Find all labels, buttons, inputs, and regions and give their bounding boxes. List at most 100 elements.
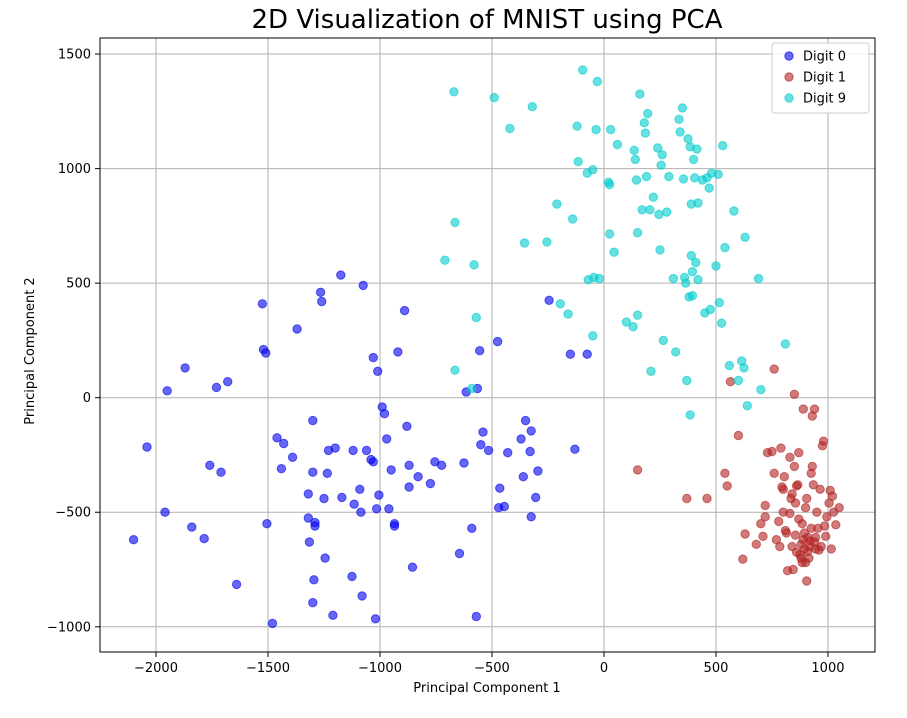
data-point bbox=[807, 461, 817, 472]
data-point bbox=[356, 507, 366, 517]
data-point bbox=[223, 377, 233, 387]
data-point bbox=[808, 480, 819, 490]
legend-entry-label: Digit 0 bbox=[803, 50, 846, 65]
data-point bbox=[319, 493, 329, 504]
data-point bbox=[336, 270, 346, 280]
data-point bbox=[686, 250, 696, 261]
x-tick-label: 1000 bbox=[811, 661, 844, 676]
data-point bbox=[604, 229, 615, 239]
data-point bbox=[272, 433, 282, 443]
y-tick-label: 0 bbox=[83, 391, 91, 406]
x-tick-label: −1000 bbox=[358, 661, 402, 676]
data-point bbox=[831, 520, 841, 530]
data-point bbox=[756, 385, 766, 395]
data-point bbox=[683, 134, 693, 144]
data-point bbox=[725, 377, 736, 387]
data-point bbox=[779, 472, 789, 482]
data-point bbox=[815, 484, 825, 494]
data-point bbox=[573, 157, 583, 167]
data-point bbox=[262, 519, 272, 529]
plot-area-frame bbox=[99, 37, 876, 653]
data-point bbox=[826, 544, 836, 554]
data-point bbox=[361, 445, 372, 456]
data-point bbox=[592, 76, 602, 87]
data-point bbox=[542, 237, 552, 247]
data-point bbox=[604, 179, 615, 190]
data-point bbox=[775, 541, 785, 552]
data-point bbox=[690, 173, 700, 183]
data-point bbox=[655, 245, 665, 255]
data-point bbox=[742, 401, 752, 411]
data-point bbox=[467, 383, 477, 394]
data-point bbox=[739, 363, 749, 373]
data-point bbox=[657, 150, 667, 160]
data-point bbox=[834, 503, 844, 513]
data-point bbox=[722, 481, 732, 491]
x-tick-label: −2000 bbox=[134, 661, 178, 676]
data-point bbox=[440, 255, 450, 265]
data-point bbox=[718, 141, 728, 151]
data-point bbox=[720, 468, 730, 478]
data-point bbox=[317, 296, 327, 307]
data-point bbox=[630, 154, 640, 165]
data-point bbox=[495, 483, 505, 493]
data-point bbox=[780, 339, 791, 349]
data-point bbox=[527, 102, 537, 112]
data-point bbox=[308, 415, 318, 426]
data-point bbox=[621, 317, 632, 327]
data-point bbox=[612, 139, 623, 150]
data-point bbox=[128, 535, 139, 545]
data-point bbox=[646, 366, 656, 376]
data-point bbox=[454, 548, 465, 559]
data-point bbox=[347, 571, 357, 582]
data-point bbox=[570, 444, 580, 454]
data-point bbox=[653, 143, 663, 153]
data-point bbox=[160, 507, 170, 517]
grid-lines bbox=[100, 38, 875, 652]
legend-marker bbox=[784, 93, 794, 103]
data-point bbox=[790, 530, 801, 540]
data-point bbox=[370, 614, 381, 624]
data-point bbox=[641, 171, 652, 182]
data-point bbox=[729, 206, 739, 216]
data-point bbox=[674, 114, 684, 125]
y-tick-label: 500 bbox=[66, 277, 91, 292]
data-point bbox=[788, 564, 798, 575]
data-point bbox=[287, 452, 298, 462]
data-point bbox=[664, 171, 674, 182]
data-point bbox=[688, 154, 699, 165]
data-point bbox=[654, 209, 664, 220]
data-point bbox=[308, 598, 318, 608]
data-point bbox=[668, 273, 679, 284]
series-3-points bbox=[440, 65, 791, 420]
data-point bbox=[231, 579, 242, 590]
data-point bbox=[789, 461, 800, 472]
data-point bbox=[802, 493, 812, 504]
data-point bbox=[276, 464, 287, 474]
data-point bbox=[393, 347, 403, 357]
data-point bbox=[714, 297, 724, 308]
data-point bbox=[533, 466, 543, 476]
data-point bbox=[303, 513, 313, 523]
data-point bbox=[386, 465, 396, 475]
data-point bbox=[544, 295, 554, 305]
data-point bbox=[304, 537, 315, 547]
legend: Digit 0 Digit 1 Digit 9 bbox=[771, 42, 870, 114]
data-point bbox=[402, 421, 412, 431]
data-point bbox=[211, 382, 222, 393]
data-point bbox=[756, 519, 766, 529]
data-point bbox=[357, 591, 367, 601]
data-point bbox=[628, 322, 638, 332]
data-point bbox=[692, 144, 702, 154]
data-point bbox=[639, 118, 649, 128]
data-point bbox=[471, 611, 481, 622]
data-point bbox=[337, 492, 347, 503]
data-point bbox=[751, 539, 761, 549]
data-point bbox=[656, 160, 666, 170]
data-point bbox=[769, 468, 779, 478]
data-point bbox=[685, 410, 695, 420]
data-point bbox=[704, 183, 714, 193]
x-tick-label: −1500 bbox=[246, 661, 290, 676]
data-point bbox=[687, 267, 698, 277]
